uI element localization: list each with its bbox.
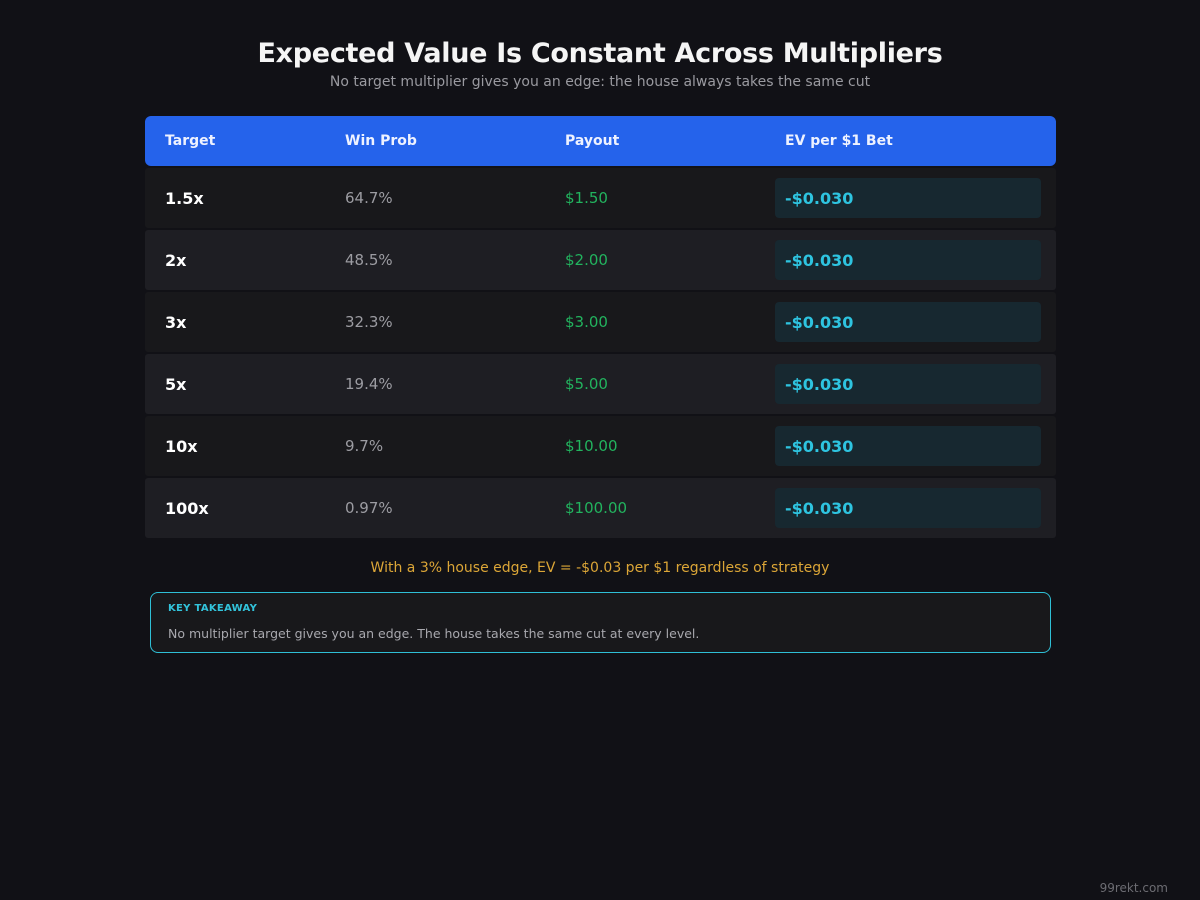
column-header-win-prob: Win Prob [345, 133, 417, 149]
ev-value: -$0.030 [785, 313, 854, 332]
column-header-ev: EV per $1 Bet [785, 133, 893, 149]
ev-value: -$0.030 [785, 437, 854, 456]
ev-value: -$0.030 [785, 251, 854, 270]
page-title: Expected Value Is Constant Across Multip… [257, 38, 943, 69]
win-prob-cell: 9.7% [345, 437, 384, 455]
payout-cell: $1.50 [565, 189, 608, 207]
takeaway-text: No multiplier target gives you an edge. … [168, 626, 700, 641]
ev-badge: -$0.030 [775, 426, 1041, 466]
ev-table: Target Win Prob Payout EV per $1 Bet 1.5… [145, 116, 1056, 538]
table-row: 10x 9.7% $10.00 -$0.030 [145, 416, 1056, 476]
ev-badge: -$0.030 [775, 488, 1041, 528]
column-header-target: Target [165, 133, 216, 149]
ev-badge: -$0.030 [775, 364, 1041, 404]
table-row: 2x 48.5% $2.00 -$0.030 [145, 230, 1056, 290]
house-edge-note: With a 3% house edge, EV = -$0.03 per $1… [370, 560, 830, 576]
takeaway-label: KEY TAKEAWAY [168, 603, 258, 614]
table-header: Target Win Prob Payout EV per $1 Bet [145, 116, 1056, 166]
win-prob-cell: 48.5% [345, 251, 393, 269]
key-takeaway-box: KEY TAKEAWAY No multiplier target gives … [150, 592, 1051, 653]
column-header-payout: Payout [565, 133, 620, 149]
payout-cell: $3.00 [565, 313, 608, 331]
payout-cell: $2.00 [565, 251, 608, 269]
ev-value: -$0.030 [785, 189, 854, 208]
table-row: 3x 32.3% $3.00 -$0.030 [145, 292, 1056, 352]
page-subtitle: No target multiplier gives you an edge: … [329, 74, 871, 90]
win-prob-cell: 0.97% [345, 499, 393, 517]
payout-cell: $5.00 [565, 375, 608, 393]
ev-badge: -$0.030 [775, 178, 1041, 218]
win-prob-cell: 32.3% [345, 313, 393, 331]
target-cell: 3x [165, 313, 187, 332]
ev-value: -$0.030 [785, 375, 854, 394]
target-cell: 2x [165, 251, 187, 270]
watermark: 99rekt.com [1099, 881, 1168, 895]
table-row: 1.5x 64.7% $1.50 -$0.030 [145, 168, 1056, 228]
win-prob-cell: 64.7% [345, 189, 393, 207]
target-cell: 1.5x [165, 189, 204, 208]
ev-badge: -$0.030 [775, 240, 1041, 280]
payout-cell: $100.00 [565, 499, 628, 517]
target-cell: 100x [165, 499, 209, 518]
target-cell: 10x [165, 437, 198, 456]
target-cell: 5x [165, 375, 187, 394]
ev-value: -$0.030 [785, 499, 854, 518]
ev-badge: -$0.030 [775, 302, 1041, 342]
win-prob-cell: 19.4% [345, 375, 393, 393]
table-row: 100x 0.97% $100.00 -$0.030 [145, 478, 1056, 538]
payout-cell: $10.00 [565, 437, 618, 455]
table-row: 5x 19.4% $5.00 -$0.030 [145, 354, 1056, 414]
